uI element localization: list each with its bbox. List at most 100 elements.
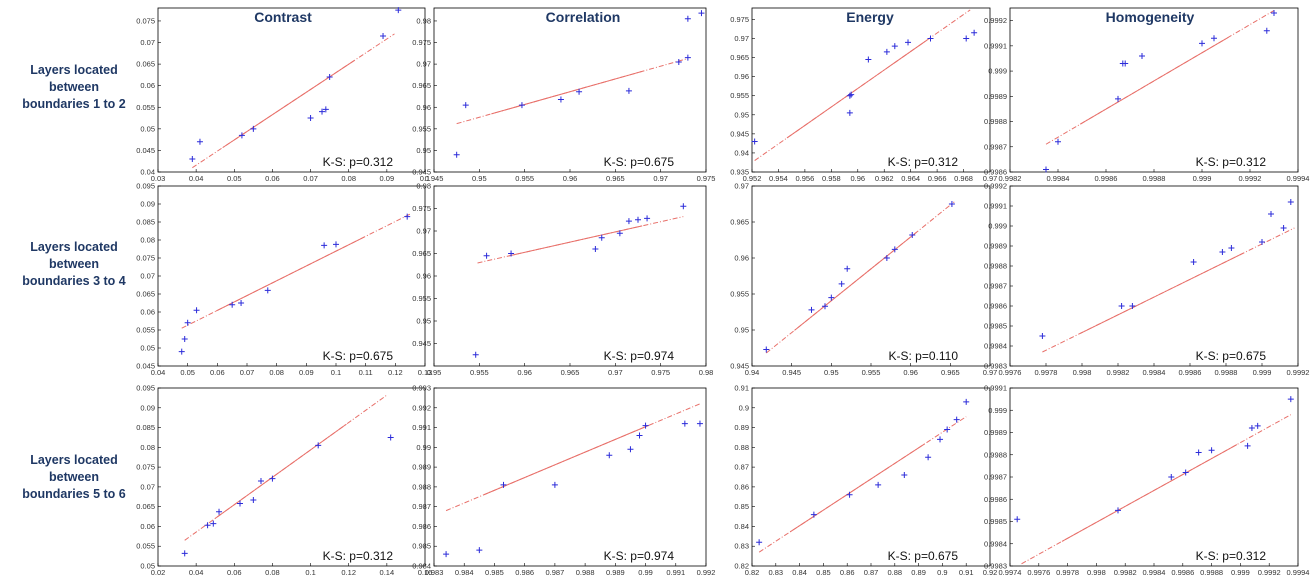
y-tick-label: 0.9 [739,403,749,412]
plot-frame [434,388,706,566]
y-tick-label: 0.99 [416,443,431,452]
y-tick-label: 0.999 [988,406,1007,415]
data-point-plus [685,55,691,61]
data-point-plus [229,302,235,308]
y-tick-label: 0.95 [416,146,431,155]
y-tick-label: 0.9991 [984,41,1007,50]
y-tick-label: 0.09 [140,403,155,412]
y-tick-label: 0.86 [734,482,749,491]
y-tick-label: 0.94 [734,148,749,157]
x-tick-label: 0.986 [515,568,534,577]
y-tick-label: 0.955 [412,124,431,133]
plot-frame [752,388,990,566]
x-tick-label: 0.08 [341,174,356,183]
data-point-plus [848,92,854,98]
x-tick-label: 0.12 [388,368,403,377]
x-tick-label: 0.9988 [1200,568,1223,577]
data-point-plus [1271,10,1277,16]
data-point-plus [1259,239,1265,245]
y-tick-label: 0.91 [734,384,749,393]
data-point-plus [1245,443,1251,449]
ks-annotation: K-S: p=0.974 [604,349,675,363]
x-tick-label: 0.975 [651,368,670,377]
y-tick-label: 0.075 [136,463,155,472]
data-point-plus [454,152,460,158]
x-tick-label: 0.1 [331,368,341,377]
fit-line-solid [216,237,364,311]
y-tick-label: 0.988 [412,482,431,491]
x-tick-label: 0.965 [561,368,580,377]
scatter-panel-r3-c4: 0.9974 0.9976 0.9978 0.998 0.9982 0.9984 0.998… [984,384,1309,578]
scatter-panel-r1-c3: 0.952 0.954 0.956 0.958 0.96 0.962 0.964 0.966 0… [730,8,997,183]
x-tick-label: 0.9986 [1179,368,1202,377]
y-tick-label: 0.06 [140,81,155,90]
x-tick-label: 0.9984 [1143,568,1166,577]
y-tick-label: 0.06 [140,522,155,531]
data-point-plus [606,452,612,458]
x-tick-label: 0.945 [782,368,801,377]
x-tick-label: 0.9992 [1239,174,1262,183]
data-point-plus [884,49,890,55]
data-point-plus [1199,40,1205,46]
data-point-plus [258,478,264,484]
y-tick-label: 0.87 [734,463,749,472]
ks-annotation: K-S: p=0.974 [604,549,675,563]
x-tick-label: 0.9 [937,568,947,577]
data-point-plus [250,126,256,132]
data-point-plus [844,266,850,272]
y-tick-label: 0.955 [412,294,431,303]
y-tick-label: 0.9987 [984,473,1007,482]
y-tick-label: 0.95 [416,317,431,326]
y-tick-label: 0.95 [734,110,749,119]
column-title-2: Correlation [546,9,621,25]
data-point-plus [1219,249,1225,255]
data-point-plus [811,512,817,518]
y-tick-label: 0.955 [730,290,749,299]
ks-annotation: K-S: p=0.675 [1196,349,1267,363]
data-point-plus [828,295,834,301]
x-tick-label: 0.86 [840,568,855,577]
y-tick-label: 0.96 [416,272,431,281]
fit-line-solid [1080,253,1244,334]
data-point-plus [1268,211,1274,217]
data-point-plus [380,33,386,39]
ks-annotation: K-S: p=0.312 [323,155,394,169]
y-tick-label: 0.065 [136,502,155,511]
data-point-plus [1191,259,1197,265]
fit-line-solid [491,72,641,114]
ks-annotation: K-S: p=0.675 [888,549,959,563]
y-tick-label: 0.055 [136,326,155,335]
data-point-plus [1043,166,1049,172]
y-tick-label: 0.84 [734,522,749,531]
x-tick-label: 0.9982 [1114,568,1137,577]
data-point-plus [644,215,650,221]
column-title-4: Homogeneity [1106,9,1195,25]
y-tick-label: 0.96 [416,103,431,112]
x-tick-label: 0.965 [941,368,960,377]
y-tick-label: 0.9988 [984,262,1007,271]
data-point-plus [1196,450,1202,456]
data-point-plus [1115,507,1121,513]
y-tick-label: 0.07 [140,272,155,281]
plot-frame [752,8,990,172]
x-tick-label: 0.984 [455,568,474,577]
data-point-plus [237,501,243,507]
data-point-plus [1211,35,1217,41]
data-point-plus [1288,199,1294,205]
x-tick-label: 0.07 [303,174,318,183]
y-tick-label: 0.9989 [984,242,1007,251]
x-tick-label: 0.06 [210,368,225,377]
x-tick-label: 0.99 [638,568,653,577]
data-point-plus [197,139,203,145]
data-point-plus [680,203,686,209]
data-point-plus [1168,474,1174,480]
ks-annotation: K-S: p=0.110 [889,349,959,363]
y-tick-label: 0.9987 [984,142,1007,151]
y-tick-label: 0.992 [412,403,431,412]
data-point-plus [484,253,490,259]
scatter-panel-r1-c2: 0.945 0.95 0.955 0.96 0.965 0.97 0.9750.9450.9… [412,8,715,183]
x-tick-label: 0.9984 [1047,174,1070,183]
scatter-panel-r1-c1: 0.03 0.04 0.05 0.06 0.07 0.08 0.09 0.10.040.045… [136,7,430,183]
x-tick-label: 0.9978 [1035,368,1058,377]
y-tick-label: 0.05 [140,344,155,353]
